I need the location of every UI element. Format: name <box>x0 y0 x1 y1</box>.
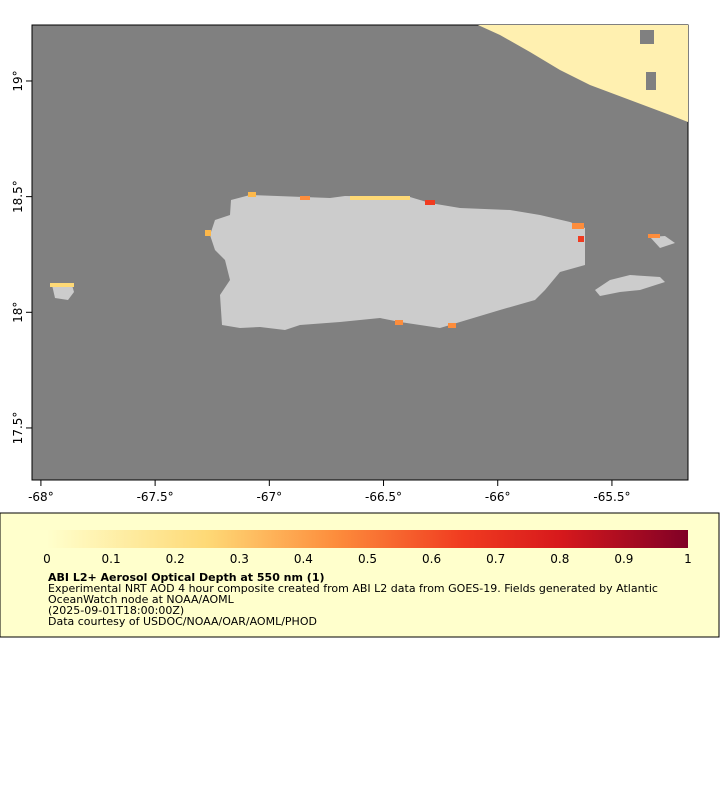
x-axis: -68° -67.5° -67° -66.5° -66° -65.5° <box>28 480 630 504</box>
y-axis: 17.5° 18° 18.5° 19° <box>11 70 32 444</box>
y-tick-label: 18.5° <box>11 180 25 213</box>
colorbar-tick-label: 0.1 <box>102 552 121 566</box>
gap <box>640 30 654 44</box>
y-tick-label: 18° <box>11 302 25 323</box>
colorbar-tick-label: 0.7 <box>486 552 505 566</box>
legend-line: (2025-09-01T18:00:00Z) <box>48 604 184 617</box>
land <box>595 275 665 296</box>
gap <box>646 72 656 90</box>
y-tick-label: 19° <box>11 70 25 91</box>
land <box>52 285 74 300</box>
x-tick-label: -65.5° <box>593 490 630 504</box>
colorbar-tick-label: 0.8 <box>550 552 569 566</box>
colorbar-tick-label: 0.2 <box>166 552 185 566</box>
x-tick-label: -67.5° <box>137 490 174 504</box>
colorbar <box>47 530 688 548</box>
coast-aod <box>50 192 660 328</box>
colorbar-tick-label: 0.5 <box>358 552 377 566</box>
x-tick-label: -68° <box>28 490 54 504</box>
land <box>650 236 675 248</box>
colorbar-tick-label: 0.3 <box>230 552 249 566</box>
x-tick-label: -67° <box>257 490 283 504</box>
legend-line: OceanWatch node at NOAA/AOML <box>48 593 235 606</box>
y-tick-label: 17.5° <box>11 412 25 445</box>
colorbar-tick-label: 0.6 <box>422 552 441 566</box>
legend-line: Data courtesy of USDOC/NOAA/OAR/AOML/PHO… <box>48 615 317 628</box>
x-tick-label: -66.5° <box>365 490 402 504</box>
land <box>210 195 585 330</box>
colorbar-tick-label: 1 <box>684 552 692 566</box>
legend-title: ABI L2+ Aerosol Optical Depth at 550 nm … <box>48 571 325 584</box>
x-tick-label: -66° <box>485 490 511 504</box>
colorbar-tick-label: 0 <box>43 552 51 566</box>
aod-field <box>478 25 688 122</box>
legend-line: Experimental NRT AOD 4 hour composite cr… <box>48 582 658 595</box>
colorbar-tick-label: 0.9 <box>614 552 633 566</box>
colorbar-ticks: 0 0.1 0.2 0.3 0.4 0.5 0.6 0.7 0.8 0.9 1 <box>43 552 692 566</box>
colorbar-tick-label: 0.4 <box>294 552 313 566</box>
